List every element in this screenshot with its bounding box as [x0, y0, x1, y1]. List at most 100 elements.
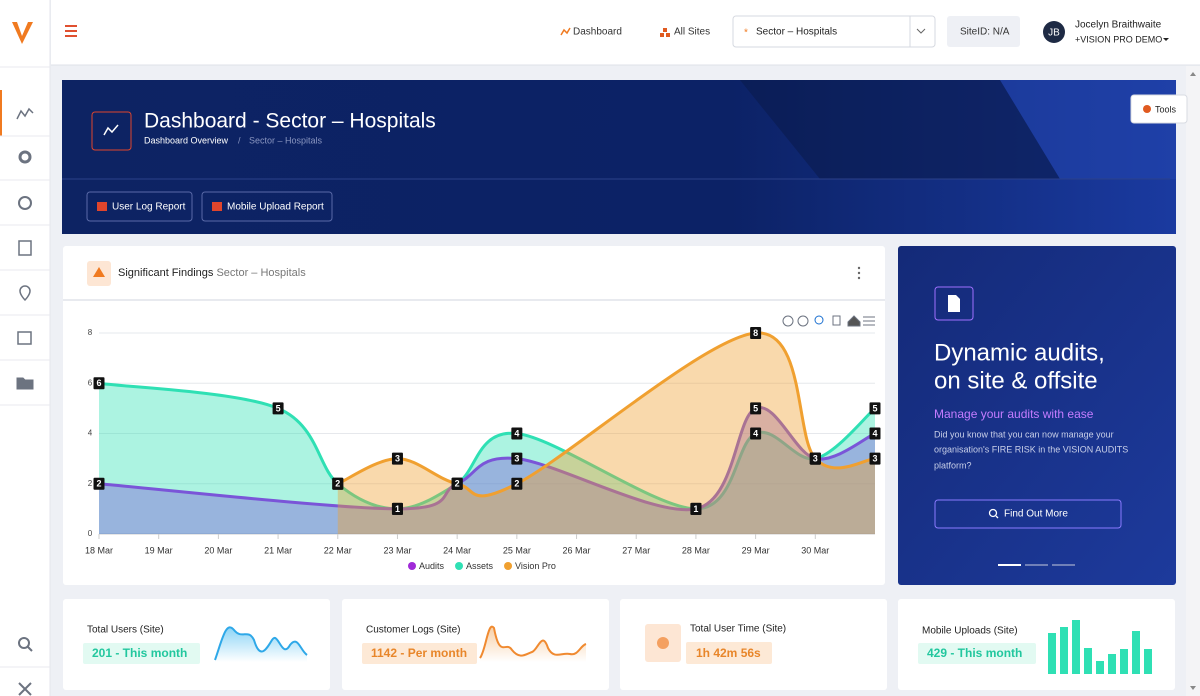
legend-marker — [455, 562, 464, 570]
data-label: 2 — [96, 479, 101, 489]
stat-icon — [657, 637, 669, 649]
data-label: 3 — [395, 454, 400, 464]
chart: 0 2 4 6 8 18 Mar 19 Mar 20 Mar 21 Mar 22 Mar 23 Ma… — [85, 327, 881, 571]
search-icon — [995, 515, 999, 519]
x-tick-label: 19 Mar — [145, 545, 173, 555]
sparkline — [479, 625, 587, 659]
x-tick-label: 23 Mar — [383, 545, 411, 555]
find-out-more-button[interactable] — [934, 499, 1122, 529]
y-tick-label: 4 — [88, 429, 93, 438]
user-log-button[interactable] — [86, 191, 193, 222]
promo-icon — [948, 295, 960, 312]
legend-marker — [408, 562, 416, 570]
stat-value: 429 - This month — [927, 646, 1022, 660]
x-tick-label: 25 Mar — [503, 545, 531, 555]
sector-select[interactable] — [732, 15, 936, 48]
data-label-box — [690, 502, 702, 515]
topbar — [51, 0, 1200, 65]
sidebar-dividers — [0, 66, 50, 668]
mobile-upload-label: Mobile Upload Report — [227, 202, 324, 213]
promo-subtitle: Manage your audits with ease — [934, 407, 1094, 421]
findings-subtitle: Sector – Hospitals — [216, 267, 306, 279]
logo[interactable] — [12, 22, 33, 44]
mobile-upload-button[interactable] — [201, 191, 333, 222]
legend-label: Vision Pro — [515, 561, 556, 571]
data-label-box — [272, 402, 284, 415]
data-label-box — [869, 427, 881, 440]
menu-toggle[interactable] — [65, 25, 77, 37]
promo-icon-box — [934, 286, 974, 321]
data-label-box — [391, 502, 403, 515]
promo-title: on site & offsite — [934, 367, 1098, 394]
carousel-dots[interactable] — [998, 564, 1075, 566]
y-tick-label: 8 — [88, 328, 93, 337]
data-label: 2 — [335, 479, 340, 489]
data-label: 5 — [276, 403, 281, 413]
sector-select-value: Sector – Hospitals — [756, 27, 837, 38]
y-tick-label: 2 — [88, 479, 93, 488]
user-log-label: User Log Report — [112, 202, 186, 213]
promo-text: Did you know that you can now manage you… — [934, 429, 1114, 439]
nav-dashboard[interactable]: Dashboard — [573, 27, 622, 38]
findings-title: Significant Findings — [118, 267, 214, 279]
tools-button[interactable] — [1130, 94, 1188, 124]
data-label: 2 — [514, 479, 519, 489]
data-label-box — [511, 477, 523, 490]
series-line — [98, 381, 876, 511]
scrollbar — [1186, 66, 1200, 696]
site-id-box — [947, 16, 1020, 47]
avatar[interactable] — [1043, 21, 1065, 43]
stat-badge — [686, 642, 772, 664]
sidebar — [0, 0, 50, 696]
x-tick-label: 28 Mar — [682, 545, 710, 555]
x-tick-label: 20 Mar — [204, 545, 232, 555]
data-label: 3 — [813, 454, 818, 464]
stat-value: 1h 42m 56s — [696, 646, 761, 660]
data-label-box — [869, 452, 881, 465]
promo-text: organisation's FIRE RISK in the VISION A… — [934, 444, 1128, 454]
y-tick-label: 0 — [88, 529, 93, 538]
stat-label: Total Users (Site) — [87, 625, 164, 636]
data-label-box — [750, 402, 762, 415]
card-menu[interactable] — [857, 266, 861, 280]
button-icon — [97, 202, 107, 211]
user-caret[interactable] — [1163, 38, 1169, 41]
nav-dashboard-icon — [560, 27, 571, 36]
x-tick-label: 18 Mar — [85, 545, 113, 555]
data-label: 4 — [872, 428, 877, 438]
search-icon — [988, 508, 998, 518]
sparkbars — [1048, 620, 1152, 674]
sidebar-icons[interactable] — [16, 107, 34, 696]
avatar-initials: JB — [1048, 28, 1060, 39]
chart-toolbar[interactable] — [782, 315, 875, 327]
legend-label: Audits — [419, 561, 445, 571]
data-label: 1 — [395, 504, 400, 514]
x-tick-label: 29 Mar — [742, 545, 770, 555]
tools-label: Tools — [1155, 104, 1177, 114]
data-label: 3 — [514, 454, 519, 464]
find-out-more-label: Find Out More — [1004, 509, 1068, 520]
user-name: Jocelyn Braithwaite — [1075, 20, 1162, 31]
data-label-box — [332, 477, 344, 490]
site-id: SiteID: N/A — [960, 27, 1010, 38]
sparkline-area — [480, 626, 586, 662]
stat-card — [898, 599, 1175, 690]
banner-shape — [740, 80, 1060, 179]
data-label-box — [869, 402, 881, 415]
data-label: 2 — [455, 479, 460, 489]
stat-label: Mobile Uploads (Site) — [922, 626, 1018, 637]
banner-icon — [103, 124, 119, 136]
data-label: 5 — [753, 403, 758, 413]
breadcrumb-home[interactable]: Dashboard Overview — [144, 135, 229, 145]
series-line — [98, 406, 876, 512]
data-label: 4 — [514, 428, 519, 438]
nav-all-sites[interactable]: All Sites — [674, 27, 710, 38]
series-area — [337, 332, 875, 534]
banner-icon-box — [91, 111, 132, 151]
x-tick-label: 21 Mar — [264, 545, 292, 555]
data-label-box — [750, 327, 762, 339]
tools-icon — [1143, 105, 1151, 113]
data-label: 3 — [872, 454, 877, 464]
